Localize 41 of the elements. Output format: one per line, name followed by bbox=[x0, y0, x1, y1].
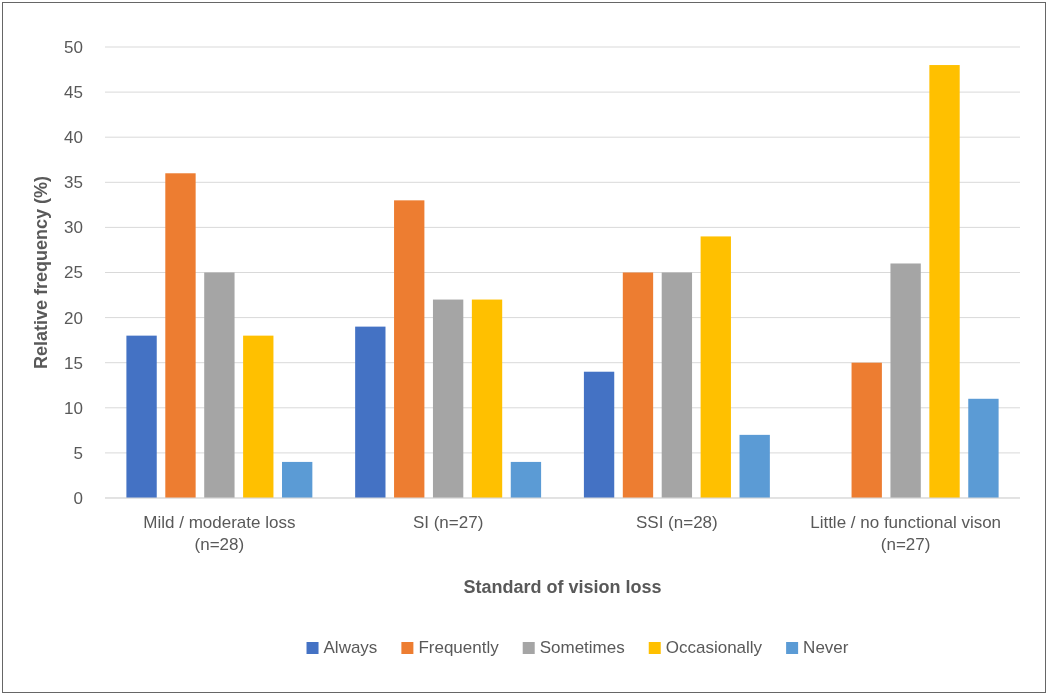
legend-label: Always bbox=[323, 638, 378, 657]
y-tick-label: 45 bbox=[64, 83, 83, 103]
legend-label: Frequently bbox=[418, 638, 500, 657]
legend-label: Sometimes bbox=[539, 638, 625, 657]
bar bbox=[432, 299, 464, 498]
bar bbox=[851, 362, 882, 498]
y-tick-label: 50 bbox=[64, 37, 83, 57]
legend-label: Never bbox=[803, 638, 849, 657]
bar bbox=[355, 326, 386, 498]
x-tick-label: SSI (n=28) bbox=[636, 513, 718, 532]
y-tick-label: 35 bbox=[64, 173, 83, 193]
y-axis-title: Relative frequency (%) bbox=[31, 175, 51, 370]
bar bbox=[243, 335, 274, 498]
bar bbox=[126, 335, 157, 498]
bar bbox=[968, 398, 999, 498]
y-tick-label: 15 bbox=[64, 353, 83, 373]
bar bbox=[890, 263, 921, 498]
y-tick-label: 20 bbox=[64, 308, 83, 328]
bar bbox=[622, 272, 654, 498]
y-tick-label: 40 bbox=[64, 128, 83, 148]
bar bbox=[661, 272, 693, 498]
bar bbox=[394, 200, 425, 498]
x-axis-title: Standard of vision loss bbox=[463, 577, 662, 597]
x-tick-label: Little / no functional vison (n=27) bbox=[810, 513, 1002, 554]
bar bbox=[739, 434, 770, 498]
bar bbox=[510, 461, 542, 498]
legend-label: Occasionally bbox=[665, 638, 763, 657]
bar bbox=[282, 461, 313, 498]
x-tick-label: Mild / moderate loss (n=28) bbox=[143, 513, 296, 554]
bar bbox=[583, 371, 615, 498]
bar bbox=[165, 173, 196, 498]
y-tick-label: 5 bbox=[73, 443, 83, 463]
y-tick-label: 25 bbox=[64, 263, 83, 283]
bar bbox=[700, 236, 731, 498]
y-tick-label: 30 bbox=[64, 218, 83, 238]
y-tick-label: 10 bbox=[64, 398, 83, 418]
x-tick-label: SI (n=27) bbox=[412, 513, 484, 532]
bar bbox=[929, 65, 960, 498]
bar bbox=[471, 299, 503, 498]
bar bbox=[204, 272, 235, 498]
y-tick-label: 0 bbox=[73, 488, 83, 508]
